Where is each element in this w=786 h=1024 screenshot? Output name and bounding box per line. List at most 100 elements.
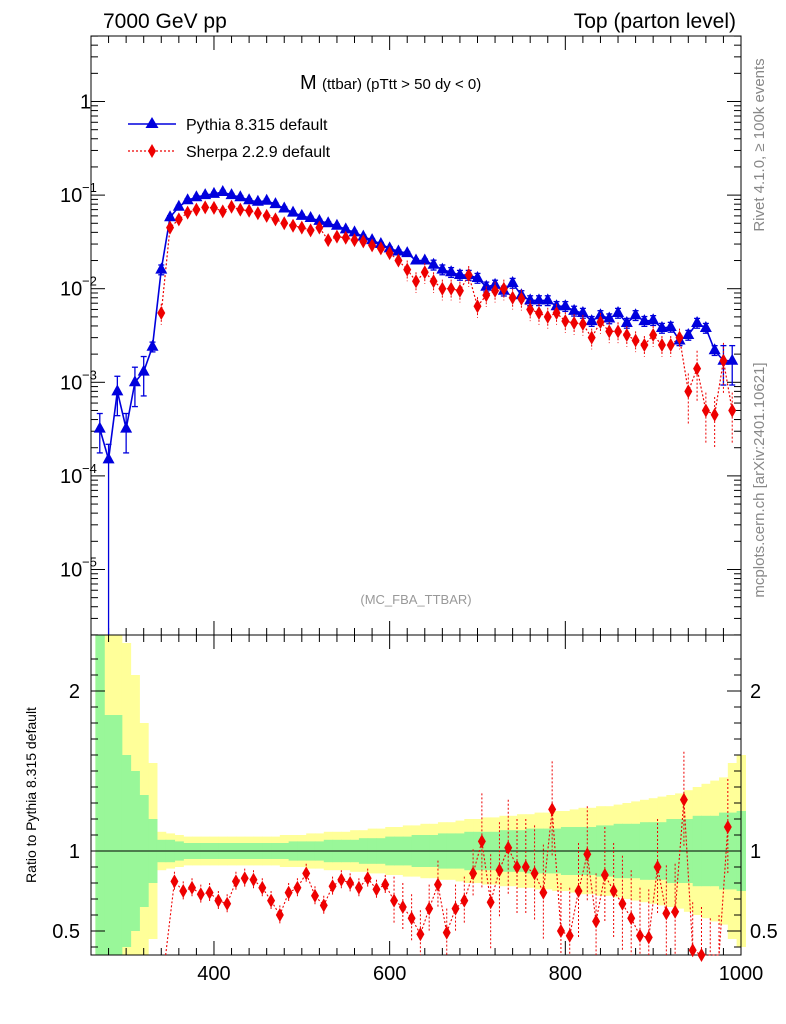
pythia-point: [304, 210, 317, 222]
sherpa-point: [455, 283, 464, 298]
y-tick-label: 1: [80, 92, 91, 114]
ratio-point: [539, 885, 548, 900]
pythia-point: [164, 210, 177, 222]
sherpa-point: [649, 328, 658, 343]
sherpa-point: [578, 316, 587, 331]
sherpa-point: [306, 223, 315, 238]
ratio-point: [565, 928, 574, 943]
ratio-point: [530, 866, 539, 881]
ratio-point: [433, 877, 442, 892]
sherpa-point: [447, 281, 456, 296]
sherpa-line: [160, 206, 733, 416]
ratio-point: [249, 872, 258, 887]
header-right: Top (parton level): [574, 10, 736, 33]
sherpa-point: [429, 274, 438, 289]
ratio-point: [600, 868, 609, 882]
sherpa-point: [350, 233, 359, 248]
ratio-inner-band-bin: [104, 715, 114, 955]
pythia-point: [629, 308, 642, 320]
pythia-point: [251, 194, 264, 206]
ratio-point: [354, 880, 363, 895]
pythia-point: [137, 364, 150, 376]
ratio-point: [609, 884, 618, 898]
ratio-point: [398, 900, 407, 914]
ratio-y-tick-label-right: 2: [750, 681, 761, 703]
sherpa-point: [315, 220, 324, 235]
sherpa-point: [640, 338, 649, 353]
pythia-point: [524, 293, 537, 305]
header-left: 7000 GeV pp: [103, 10, 227, 33]
ratio-point: [495, 863, 504, 878]
ratio-point: [223, 896, 232, 911]
pythia-point: [269, 197, 282, 209]
sherpa-point: [710, 407, 719, 422]
ratio-point: [381, 877, 390, 892]
sherpa-point: [183, 205, 192, 220]
sherpa-point: [271, 212, 280, 227]
ratio-point: [328, 879, 337, 894]
sherpa-point: [324, 233, 333, 248]
pythia-point: [708, 343, 721, 355]
legend-sherpa-label: Sherpa 2.2.9 default: [186, 144, 331, 161]
pythia-point: [120, 421, 133, 433]
pythia-point: [111, 384, 124, 396]
ratio-point: [390, 893, 399, 908]
sherpa-point: [403, 262, 412, 277]
main-panel: 10 −510 −410 −310 −210 −11 M (ttbar) (pTtt > …: [60, 35, 742, 636]
sherpa-point: [192, 202, 201, 217]
ratio-point: [688, 943, 697, 958]
sherpa-point: [622, 328, 631, 343]
y-tick-label: 10: [60, 185, 82, 207]
ratio-y-tick-label: 2: [69, 681, 80, 703]
sherpa-point: [701, 403, 710, 418]
sherpa-point: [227, 199, 236, 214]
ratio-point: [205, 885, 214, 900]
sherpa-point: [262, 208, 271, 223]
sherpa-point: [587, 330, 596, 345]
pythia-point: [559, 299, 572, 311]
ratio-point: [214, 893, 223, 908]
pythia-point: [278, 201, 291, 213]
ratio-point: [574, 884, 583, 898]
pythia-point: [436, 262, 449, 274]
sherpa-point: [728, 403, 737, 418]
sherpa-point: [614, 324, 623, 339]
ratio-y-tick-label: 0.5: [52, 921, 80, 943]
analysis-watermark: (MC_FBA_TTBAR): [360, 592, 471, 607]
sherpa-point: [201, 200, 210, 215]
pythia-point: [128, 375, 141, 387]
pythia-point: [225, 188, 238, 200]
sherpa-point: [666, 338, 675, 353]
ratio-y-tick-label-right: 1: [750, 841, 761, 863]
ratio-point: [644, 930, 653, 945]
ratio-point: [583, 847, 592, 862]
y-tick-label: 10: [60, 466, 82, 488]
ratio-point: [179, 884, 188, 898]
ratio-point: [653, 860, 662, 874]
sherpa-point: [412, 274, 420, 289]
pythia-point: [146, 339, 159, 351]
sherpa-point: [166, 220, 175, 235]
main-series: [93, 184, 739, 635]
pythia-point: [612, 306, 625, 318]
sherpa-point: [482, 288, 491, 303]
ratio-point: [477, 834, 486, 849]
pythia-point: [647, 313, 660, 325]
pythia-point: [585, 314, 598, 326]
ratio-point: [231, 874, 240, 889]
sherpa-point: [684, 384, 693, 399]
sherpa-point: [464, 268, 473, 283]
x-tick-label: 800: [549, 963, 582, 985]
mcplots-label: mcplots.cern.ch [arXiv:2401.10621]: [751, 362, 768, 597]
sherpa-point: [394, 253, 403, 268]
pythia-point: [445, 265, 458, 277]
sherpa-point: [376, 241, 385, 256]
pythia-point: [568, 303, 581, 315]
ratio-point: [504, 840, 513, 855]
sherpa-point: [473, 299, 482, 314]
sherpa-point: [570, 316, 579, 331]
y-tick-exponent: −3: [82, 367, 97, 382]
ratio-axes: 0.5 0.5 1 1 2 2 400 600 800 1000: [52, 634, 778, 985]
sherpa-point: [552, 306, 561, 321]
legend: Pythia 8.315 default Sherpa 2.2.9 defaul…: [128, 117, 331, 161]
